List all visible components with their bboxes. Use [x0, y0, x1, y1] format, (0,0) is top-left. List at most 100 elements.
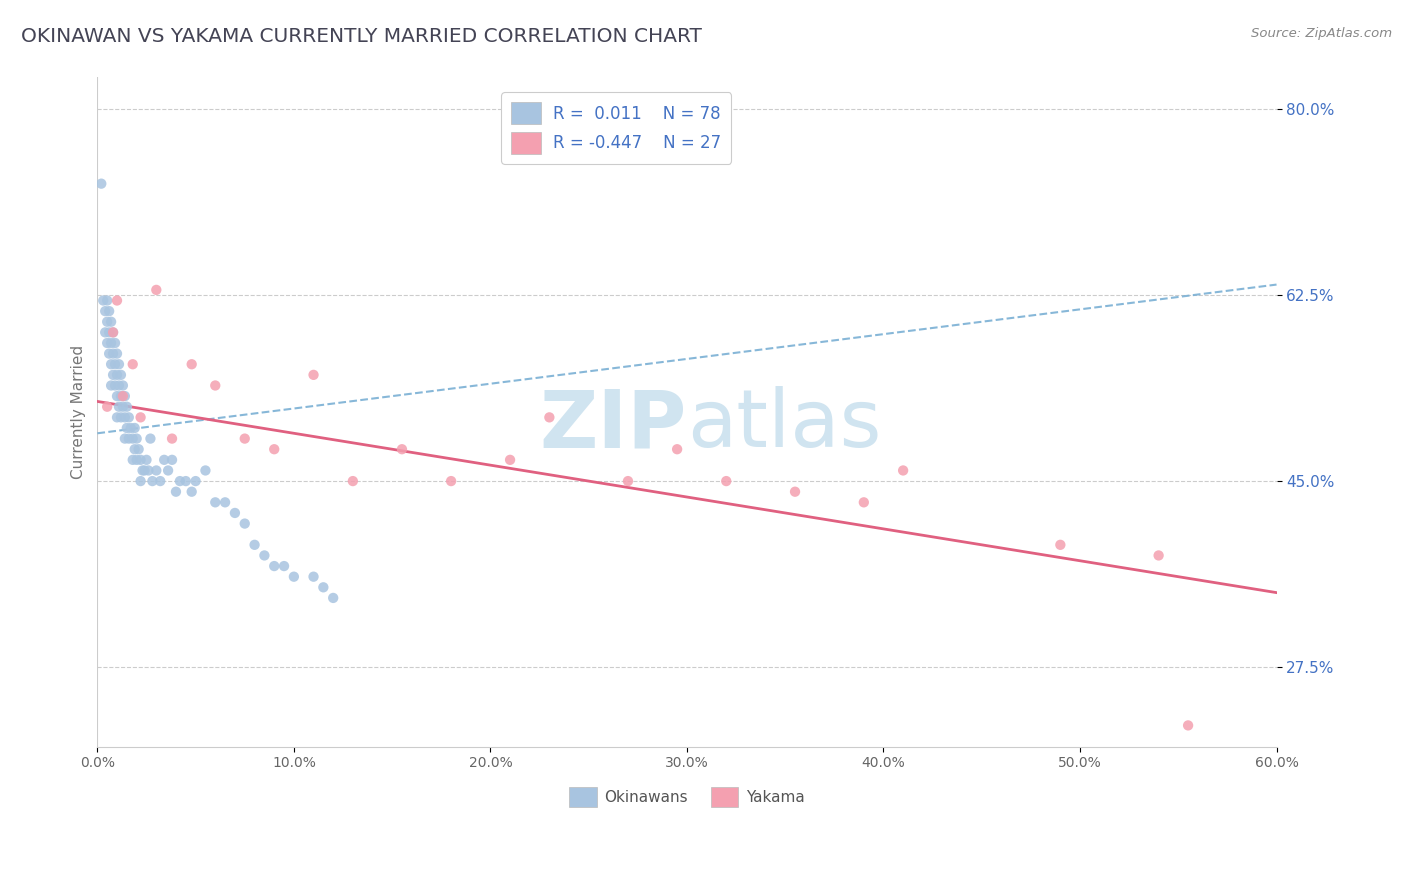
Point: [138, 463, 160, 477]
Point: [98, 326, 121, 340]
Point: [104, 357, 127, 371]
Point: [322, 591, 344, 605]
Point: [101, 326, 124, 340]
Point: [617, 474, 640, 488]
Point: [233, 432, 256, 446]
Point: [115, 400, 138, 414]
Point: [125, 432, 148, 446]
Text: OKINAWAN VS YAKAMA CURRENTLY MARRIED CORRELATION CHART: OKINAWAN VS YAKAMA CURRENTLY MARRIED COR…: [21, 27, 702, 45]
Point: [120, 421, 142, 435]
Point: [111, 389, 134, 403]
Point: [169, 474, 191, 488]
Point: [104, 378, 127, 392]
Point: [129, 453, 152, 467]
Point: [114, 410, 136, 425]
Point: [1049, 538, 1071, 552]
Point: [716, 474, 738, 488]
Point: [180, 357, 202, 371]
Point: [129, 410, 152, 425]
Point: [283, 570, 305, 584]
Point: [90, 177, 112, 191]
Point: [100, 378, 122, 392]
Point: [312, 580, 335, 594]
Point: [1177, 718, 1199, 732]
Point: [96, 293, 118, 308]
Point: [180, 484, 202, 499]
Point: [184, 474, 207, 488]
Point: [98, 304, 121, 318]
Point: [891, 463, 914, 477]
Point: [100, 315, 122, 329]
Point: [141, 474, 163, 488]
Point: [94, 304, 117, 318]
Point: [1147, 549, 1170, 563]
Point: [538, 410, 561, 425]
Point: [243, 538, 266, 552]
Y-axis label: Currently Married: Currently Married: [72, 345, 86, 479]
Point: [224, 506, 246, 520]
Point: [100, 336, 122, 351]
Point: [302, 570, 325, 584]
Text: ZIP: ZIP: [540, 386, 688, 465]
Point: [115, 421, 138, 435]
Point: [118, 410, 141, 425]
Point: [157, 463, 180, 477]
Point: [105, 346, 128, 360]
Point: [131, 463, 153, 477]
Point: [121, 357, 143, 371]
Point: [174, 474, 197, 488]
Point: [153, 453, 176, 467]
Point: [124, 421, 146, 435]
Point: [165, 484, 187, 499]
Point: [110, 368, 132, 382]
Point: [852, 495, 875, 509]
Point: [98, 346, 121, 360]
Point: [160, 432, 183, 446]
Point: [114, 432, 136, 446]
Point: [233, 516, 256, 531]
Point: [302, 368, 325, 382]
Point: [91, 293, 114, 308]
Point: [124, 442, 146, 457]
Point: [783, 484, 806, 499]
Point: [104, 336, 127, 351]
Point: [149, 474, 172, 488]
Text: atlas: atlas: [688, 386, 882, 465]
Point: [666, 442, 689, 457]
Point: [96, 336, 118, 351]
Point: [105, 410, 128, 425]
Point: [96, 315, 118, 329]
Point: [194, 463, 217, 477]
Point: [128, 442, 150, 457]
Point: [94, 326, 117, 340]
Point: [110, 389, 132, 403]
Point: [135, 453, 157, 467]
Point: [108, 357, 131, 371]
Point: [440, 474, 463, 488]
Legend: Okinawans, Yakama: Okinawans, Yakama: [562, 780, 811, 813]
Point: [160, 453, 183, 467]
Point: [273, 559, 295, 574]
Point: [108, 378, 131, 392]
Point: [214, 495, 236, 509]
Point: [105, 368, 128, 382]
Point: [342, 474, 364, 488]
Point: [108, 400, 131, 414]
Point: [263, 559, 285, 574]
Point: [101, 346, 124, 360]
Point: [129, 474, 152, 488]
Point: [134, 463, 156, 477]
Point: [204, 495, 226, 509]
Point: [111, 378, 134, 392]
Point: [391, 442, 413, 457]
Point: [145, 283, 167, 297]
Point: [121, 432, 143, 446]
Point: [145, 463, 167, 477]
Point: [125, 453, 148, 467]
Point: [96, 400, 118, 414]
Point: [101, 368, 124, 382]
Point: [204, 378, 226, 392]
Point: [263, 442, 285, 457]
Point: [100, 357, 122, 371]
Point: [105, 389, 128, 403]
